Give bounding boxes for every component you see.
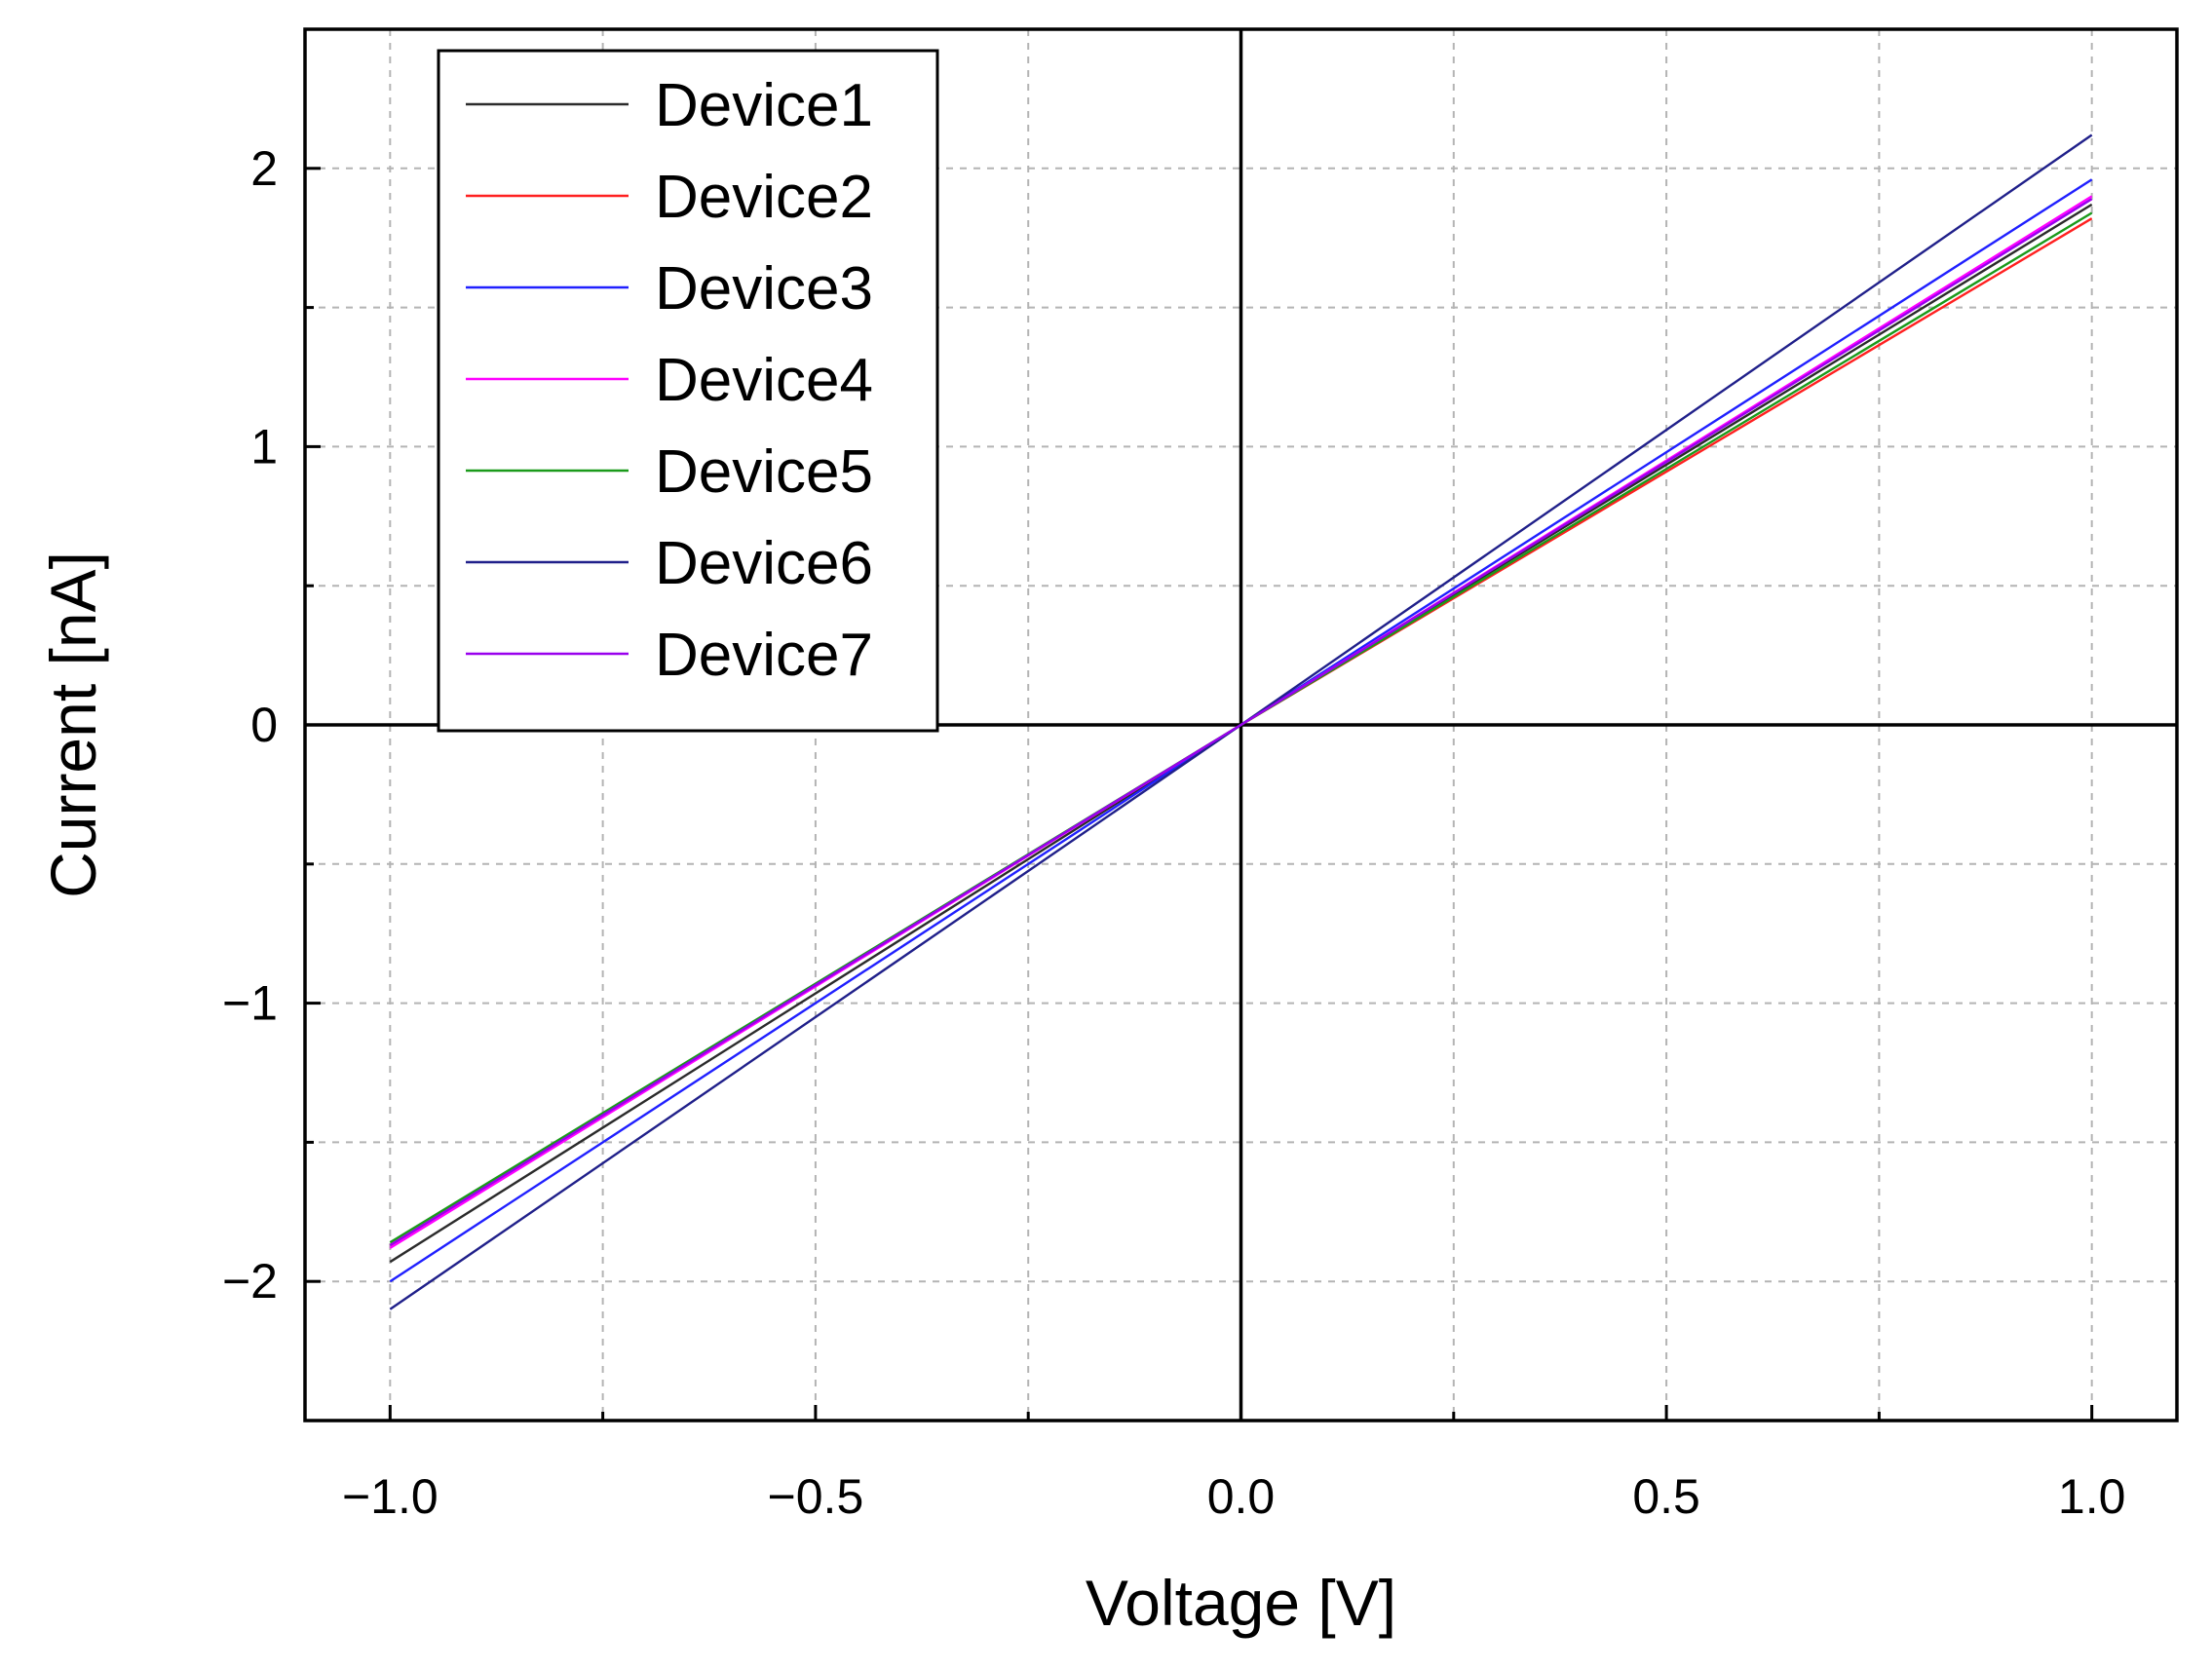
axis-ticks bbox=[305, 167, 2094, 1421]
legend-label: Device1 bbox=[655, 72, 873, 139]
legend-label: Device5 bbox=[655, 438, 873, 506]
x-tick-label: −1.0 bbox=[342, 1469, 439, 1524]
legend-label: Device3 bbox=[655, 255, 873, 322]
y-axis-title: Current [nA] bbox=[37, 551, 109, 898]
y-tick-label: 2 bbox=[250, 141, 278, 196]
legend: Device1 Device2 Device3 Device4 Device5 Devic… bbox=[437, 49, 939, 733]
x-tick-label: −0.5 bbox=[768, 1469, 864, 1524]
legend-label: Device7 bbox=[655, 622, 873, 689]
x-tick-labels: −1.0 −0.5 0.0 0.5 1.0 bbox=[342, 1469, 2125, 1524]
legend-box bbox=[437, 49, 939, 733]
legend-label: Device6 bbox=[655, 530, 873, 597]
y-tick-label: 0 bbox=[250, 698, 278, 752]
y-tick-label: 1 bbox=[250, 419, 278, 474]
series-lines bbox=[389, 133, 2093, 1310]
y-tick-label: −2 bbox=[222, 1254, 278, 1309]
x-tick-label: 1.0 bbox=[2058, 1469, 2126, 1524]
x-axis-title: Voltage [V] bbox=[1086, 1567, 1396, 1639]
y-tick-label: −1 bbox=[222, 976, 278, 1031]
legend-label: Device4 bbox=[655, 347, 873, 414]
series-line-device7 bbox=[389, 198, 2093, 1247]
legend-label: Device2 bbox=[655, 164, 873, 231]
x-tick-label: 0.5 bbox=[1632, 1469, 1700, 1524]
x-tick-label: 0.0 bbox=[1207, 1469, 1276, 1524]
y-tick-labels: −2 −1 0 1 2 bbox=[222, 141, 278, 1309]
